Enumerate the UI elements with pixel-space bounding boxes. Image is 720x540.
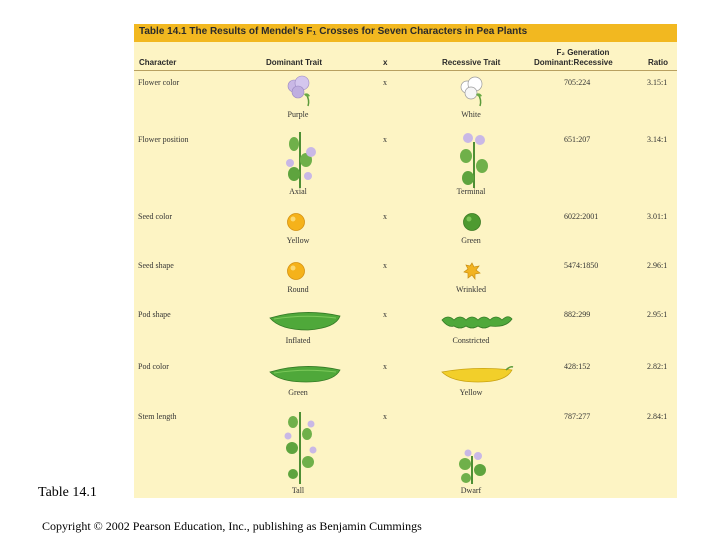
ratio-value: 3.15:1 [647, 78, 668, 87]
column-header-f2-line2: Dominant:Recessive [534, 58, 613, 67]
green-seed-illustration [463, 213, 481, 231]
cross-symbol: x [383, 135, 387, 144]
row-character: Stem length [138, 412, 177, 421]
column-header-ratio: Ratio [648, 58, 668, 67]
cross-symbol: x [383, 412, 387, 421]
column-header-cross: x [383, 58, 388, 67]
row-character: Seed shape [138, 261, 174, 270]
f2-counts: 651:207 [564, 135, 591, 144]
cross-symbol: x [383, 212, 387, 221]
recessive-trait-label: Yellow [459, 388, 483, 397]
yellow-pod-illustration [441, 366, 514, 383]
f2-counts: 5474:1850 [564, 261, 599, 270]
f2-counts: 882:299 [564, 310, 591, 319]
axial-flowers-plant-illustration [286, 132, 316, 188]
column-header-dominant: Dominant Trait [266, 58, 323, 67]
ratio-value: 2.82:1 [647, 362, 668, 371]
table-title: Table 14.1 The Results of Mendel's F₁ Cr… [139, 26, 528, 37]
purple-flower-illustration [287, 75, 310, 107]
ratio-value: 3.14:1 [647, 135, 668, 144]
cross-symbol: x [383, 310, 387, 319]
cross-symbol: x [383, 261, 387, 270]
copyright-notice: Copyright © 2002 Pearson Education, Inc.… [42, 519, 422, 533]
round-seed-illustration [287, 262, 305, 280]
dominant-trait-label: Purple [287, 110, 309, 119]
recessive-trait-label: Terminal [456, 187, 486, 196]
header-divider [134, 70, 677, 71]
cross-symbol: x [383, 78, 387, 87]
slide-table-label: Table 14.1 [38, 485, 97, 500]
inflated-pod-illustration [269, 312, 341, 331]
terminal-flowers-plant-illustration [460, 133, 488, 188]
row-character: Seed color [138, 212, 172, 221]
white-flower-illustration [460, 76, 483, 107]
recessive-trait-label: Wrinkled [456, 285, 486, 294]
row-character: Flower position [138, 135, 189, 144]
dominant-trait-label: Round [287, 285, 309, 294]
dominant-trait-label: Green [288, 388, 308, 397]
ratio-value: 3.01:1 [647, 212, 668, 221]
ratio-value: 2.96:1 [647, 261, 668, 270]
recessive-trait-label: Constricted [452, 336, 490, 345]
column-header-recessive: Recessive Trait [442, 58, 501, 67]
row-character: Flower color [138, 78, 180, 87]
recessive-trait-label: White [461, 110, 481, 119]
recessive-trait-label: Dwarf [460, 486, 482, 495]
row-character: Pod shape [138, 310, 171, 319]
ratio-value: 2.84:1 [647, 412, 668, 421]
f2-counts: 6022:2001 [564, 212, 599, 221]
dominant-trait-label: Inflated [285, 336, 311, 345]
recessive-trait-label: Green [461, 236, 481, 245]
f2-counts: 787:277 [564, 412, 591, 421]
column-header-character: Character [139, 58, 177, 67]
dwarf-plant-illustration [459, 449, 486, 484]
column-header-f2-line1: F₂ Generation [556, 48, 610, 57]
ratio-value: 2.95:1 [647, 310, 668, 319]
f2-counts: 428:152 [564, 362, 591, 371]
constricted-pod-illustration [441, 316, 513, 329]
yellow-seed-illustration [287, 213, 305, 231]
dominant-trait-label: Tall [291, 486, 305, 495]
results-table: Table 14.1 The Results of Mendel's F₁ Cr… [134, 24, 677, 498]
dominant-trait-label: Yellow [286, 236, 310, 245]
f2-counts: 705:224 [564, 78, 591, 87]
table-title-bar: Table 14.1 The Results of Mendel's F₁ Cr… [134, 24, 677, 42]
row-character: Pod color [138, 362, 169, 371]
dominant-trait-label: Axial [289, 187, 307, 196]
tall-plant-illustration [284, 412, 317, 484]
wrinkled-seed-illustration [463, 262, 481, 280]
green-pod-illustration [269, 366, 341, 383]
cross-symbol: x [383, 362, 387, 371]
